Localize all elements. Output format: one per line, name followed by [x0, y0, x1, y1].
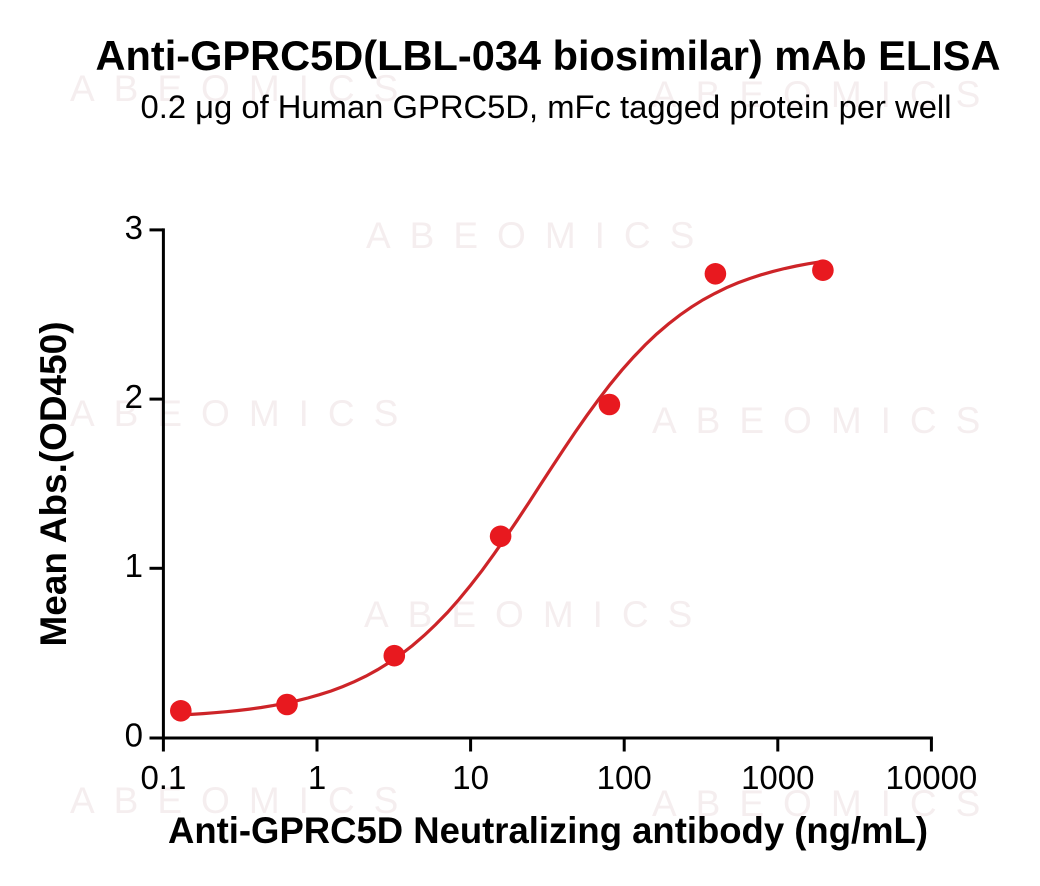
- svg-text:Mean Abs.(OD450): Mean Abs.(OD450): [33, 322, 74, 647]
- svg-text:0.1: 0.1: [140, 759, 186, 796]
- svg-text:1000: 1000: [741, 759, 814, 796]
- svg-text:0: 0: [125, 717, 143, 754]
- svg-text:1: 1: [125, 547, 143, 584]
- svg-text:100: 100: [597, 759, 652, 796]
- svg-text:10000: 10000: [886, 759, 978, 796]
- svg-text:1: 1: [308, 759, 326, 796]
- svg-text:Anti-GPRC5D(LBL-034 biosimilar: Anti-GPRC5D(LBL-034 biosimilar) mAb ELIS…: [96, 32, 1001, 79]
- svg-text:ABEOMICS: ABEOMICS: [70, 780, 417, 821]
- svg-text:ABEOMICS: ABEOMICS: [70, 393, 417, 434]
- svg-text:Anti-GPRC5D Neutralizing antib: Anti-GPRC5D Neutralizing antibody (ng/mL…: [168, 810, 928, 851]
- svg-text:10: 10: [452, 759, 489, 796]
- svg-text:ABEOMICS: ABEOMICS: [366, 215, 713, 256]
- svg-text:ABEOMICS: ABEOMICS: [70, 68, 417, 109]
- svg-text:ABEOMICS: ABEOMICS: [652, 74, 999, 115]
- svg-text:ABEOMICS: ABEOMICS: [652, 783, 999, 824]
- svg-text:0.2 μg of Human GPRC5D, mFc ta: 0.2 μg of Human GPRC5D, mFc tagged prote…: [141, 89, 952, 125]
- svg-text:2: 2: [125, 378, 143, 415]
- svg-text:3: 3: [125, 209, 143, 246]
- svg-text:ABEOMICS: ABEOMICS: [652, 400, 999, 441]
- svg-text:ABEOMICS: ABEOMICS: [364, 594, 711, 635]
